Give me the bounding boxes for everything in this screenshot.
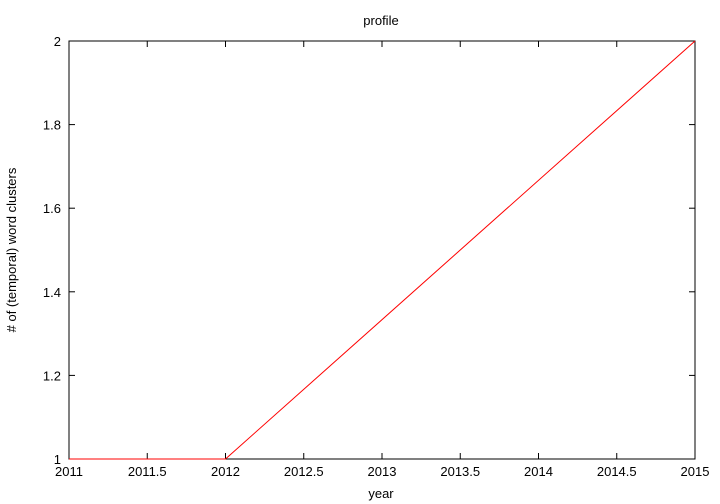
- series-layer: [69, 40, 696, 460]
- y-axis-label: # of (temporal) word clusters: [4, 167, 19, 332]
- series-line: [69, 40, 696, 460]
- x-axis-ticks: 2011 2011.5 2012 2012.5 2013 2013.5 2014 2014.5…: [55, 41, 709, 479]
- x-tick-label: 2014: [524, 464, 553, 479]
- y-tick-label: 1: [54, 452, 61, 467]
- y-tick-label: 1.8: [43, 118, 61, 133]
- plot-frame: [68, 40, 696, 460]
- chart-title: profile: [363, 13, 398, 28]
- y-tick-label: 2: [54, 34, 61, 49]
- x-tick-label: 2013: [368, 464, 397, 479]
- x-tick-label: 2015: [681, 464, 710, 479]
- y-axis-ticks: 1 1.2 1.4 1.6 1.8 2: [43, 34, 695, 467]
- y-tick-label: 1.6: [43, 201, 61, 216]
- y-tick-label: 1.4: [43, 285, 61, 300]
- x-tick-label: 2013.5: [440, 464, 480, 479]
- x-tick-label: 2011.5: [128, 464, 167, 479]
- x-tick-label: 2012.5: [284, 464, 324, 479]
- x-tick-label: 2014.5: [597, 464, 637, 479]
- x-tick-label: 2011: [55, 464, 83, 479]
- y-tick-label: 1.2: [43, 368, 61, 383]
- x-axis-label: year: [368, 486, 394, 501]
- x-tick-label: 2012: [211, 464, 240, 479]
